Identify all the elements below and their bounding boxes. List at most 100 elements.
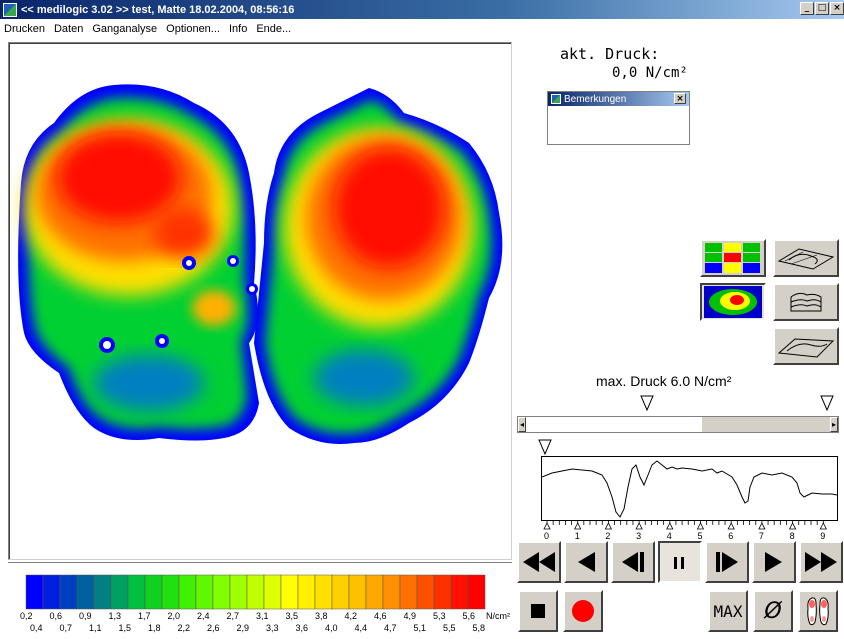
fast-forward-button[interactable] bbox=[799, 541, 843, 583]
rewind-fast-button[interactable] bbox=[517, 541, 561, 583]
pressure-heatmap bbox=[18, 84, 503, 444]
timeline-tick-label: 9 bbox=[820, 531, 825, 541]
record-icon bbox=[572, 600, 594, 622]
slider-marker-left-icon[interactable] bbox=[640, 395, 654, 413]
stop-button[interactable] bbox=[518, 590, 558, 632]
timeline-major-marker bbox=[758, 522, 766, 530]
legend-label-bottom: 4,7 bbox=[384, 623, 397, 633]
heatmap-view-button[interactable] bbox=[700, 283, 766, 321]
timeline-major-marker bbox=[788, 522, 797, 530]
legend-label-top: 5,3 bbox=[433, 611, 446, 621]
menu-optionen[interactable]: Optionen... bbox=[166, 22, 220, 35]
window-controls: _ □ × bbox=[800, 2, 844, 15]
close-button[interactable]: × bbox=[830, 2, 844, 15]
legend-label-top: 3,8 bbox=[315, 611, 328, 621]
menu-info[interactable]: Info bbox=[228, 22, 248, 35]
menu-daten[interactable]: Daten bbox=[53, 22, 84, 35]
step-back-button[interactable] bbox=[564, 541, 608, 583]
contour-view-button[interactable] bbox=[773, 283, 839, 321]
legend-color-cell bbox=[161, 574, 180, 610]
legend-color-cell bbox=[246, 574, 265, 610]
legend-color-cell bbox=[382, 574, 401, 610]
menu-ende[interactable]: Ende... bbox=[256, 22, 292, 35]
sensor-gaps bbox=[99, 255, 258, 353]
frame-back-button[interactable] bbox=[611, 541, 655, 583]
average-button[interactable]: Ø bbox=[753, 590, 793, 632]
legend-color-cell bbox=[365, 574, 384, 610]
play-button[interactable] bbox=[752, 541, 796, 583]
record-button[interactable] bbox=[563, 590, 603, 632]
legend-color-cell bbox=[280, 574, 299, 610]
legend-color-cell bbox=[399, 574, 418, 610]
notes-window[interactable]: Bemerkungen × bbox=[547, 91, 690, 145]
legend-label-top: 0,2 bbox=[20, 611, 33, 621]
legend-color-cell bbox=[76, 574, 95, 610]
notes-app-icon bbox=[551, 94, 561, 104]
playback-controls bbox=[517, 541, 843, 585]
max-label: MAX bbox=[713, 601, 743, 621]
pause-button[interactable] bbox=[658, 541, 702, 583]
legend-color-cell bbox=[212, 574, 231, 610]
timeline-tick-label: 5 bbox=[698, 531, 703, 541]
app-icon bbox=[3, 2, 17, 17]
left-foot-map bbox=[18, 84, 260, 441]
timeline-axis: 0 1 2 3 4 5 6 7 8 9 bbox=[543, 521, 827, 541]
slider-marker-right-icon[interactable] bbox=[820, 395, 834, 413]
legend-color-cell bbox=[416, 574, 435, 610]
legend-label-top: 2,7 bbox=[227, 611, 240, 621]
legend-label-bottom: 1,8 bbox=[148, 623, 161, 633]
stop-icon bbox=[531, 604, 545, 618]
feet-button[interactable] bbox=[798, 590, 838, 632]
window-title: << medilogic 3.02 >> test, Matte 18.02.2… bbox=[21, 3, 295, 16]
menu-ganganalyse[interactable]: Ganganalyse bbox=[92, 22, 158, 35]
legend-color-cell bbox=[433, 574, 452, 610]
legend-label-top: 5,6 bbox=[463, 611, 476, 621]
legend-label-bottom: 1,1 bbox=[89, 623, 102, 633]
pressure-legend: 0,2 0,6 0,9 1,3 1,7 2,0 2,4 2,7 3,1 3,5 3,8 4,2 4,6 4… bbox=[8, 562, 512, 634]
legend-label-bottom: 1,5 bbox=[119, 623, 132, 633]
legend-label-bottom: 3,6 bbox=[296, 623, 309, 633]
slider-left-arrow[interactable]: ◂ bbox=[518, 417, 526, 432]
legend-color-cell bbox=[178, 574, 197, 610]
3d-surface-view-button[interactable] bbox=[773, 239, 839, 277]
surface-view-icon bbox=[777, 248, 835, 270]
play-icon bbox=[765, 552, 782, 572]
timeline-tick-label: 6 bbox=[728, 531, 733, 541]
max-button[interactable]: MAX bbox=[708, 590, 748, 632]
timeline-major-marker bbox=[574, 522, 582, 530]
legend-label-top: 4,9 bbox=[404, 611, 417, 621]
current-pressure-value: 0,0 N/cm² bbox=[612, 65, 688, 81]
legend-unit: N/cm² bbox=[486, 611, 510, 621]
legend-label-top: 1,7 bbox=[138, 611, 151, 621]
frame-forward-button[interactable] bbox=[705, 541, 749, 583]
legend-color-cell bbox=[331, 574, 350, 610]
legend-label-bottom: 5,1 bbox=[414, 623, 427, 633]
legend-color-cell bbox=[93, 574, 112, 610]
graph-marker-icon[interactable] bbox=[538, 439, 552, 456]
timeline-major-marker bbox=[635, 522, 643, 530]
pressure-map-panel[interactable] bbox=[8, 42, 512, 560]
legend-label-top: 2,0 bbox=[168, 611, 181, 621]
timeline-major-marker bbox=[666, 522, 674, 530]
legend-label-bottom: 0,7 bbox=[60, 623, 73, 633]
slider-right-arrow[interactable]: ▸ bbox=[830, 417, 838, 432]
timeline-tick-label: 7 bbox=[759, 531, 764, 541]
slider-track[interactable] bbox=[526, 417, 702, 432]
frame-back-icon bbox=[622, 552, 644, 572]
force-time-graph[interactable] bbox=[541, 456, 838, 521]
notes-title-bar[interactable]: Bemerkungen × bbox=[548, 92, 689, 106]
average-label: Ø bbox=[764, 598, 782, 624]
menu-drucken[interactable]: Drucken bbox=[4, 22, 45, 35]
notes-close-button[interactable]: × bbox=[674, 93, 686, 104]
wireframe-view-button[interactable] bbox=[773, 327, 839, 365]
time-range-slider[interactable]: ◂ ▸ bbox=[517, 416, 839, 433]
legend-label-bottom: 2,2 bbox=[178, 623, 191, 633]
minimize-button[interactable]: _ bbox=[800, 2, 814, 15]
grid-view-button[interactable] bbox=[700, 239, 766, 277]
fast-forward-icon bbox=[805, 552, 837, 572]
wireframe-view-icon bbox=[777, 338, 835, 358]
maximize-button[interactable]: □ bbox=[815, 2, 829, 15]
timeline-major-marker bbox=[819, 522, 827, 530]
legend-color-cell bbox=[59, 574, 78, 610]
legend-scale: 0,2 0,6 0,9 1,3 1,7 2,0 2,4 2,7 3,1 3,5 3,8 4,2 4,6 4… bbox=[20, 574, 510, 633]
